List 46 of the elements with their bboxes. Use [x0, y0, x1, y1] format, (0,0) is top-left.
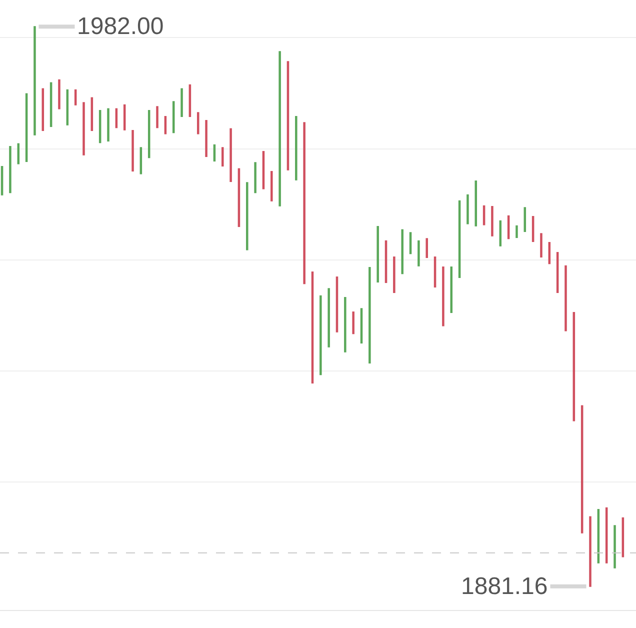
candlestick [328, 288, 330, 348]
candlestick [132, 130, 134, 172]
candlestick [418, 240, 420, 266]
candlestick [499, 220, 502, 246]
candlestick [491, 206, 494, 236]
candlestick [246, 182, 248, 250]
candlestick [221, 147, 224, 166]
candlestick [107, 108, 110, 142]
candlestick [482, 205, 486, 226]
candlestick [123, 104, 126, 130]
candlestick [303, 122, 306, 284]
candlestick [82, 102, 85, 156]
candlestick [401, 229, 404, 274]
candlestick [426, 238, 428, 258]
candlestick [450, 266, 452, 313]
candlestick [564, 265, 567, 332]
candlestick [196, 112, 200, 134]
candlestick [0, 166, 4, 196]
candlestick [164, 116, 167, 134]
candlestick [376, 226, 379, 282]
candlestick [589, 516, 592, 587]
candlestick [9, 146, 12, 194]
candlestick [344, 297, 346, 352]
annotation: 1881.16 [461, 573, 548, 600]
candlestick [34, 26, 36, 136]
candlestick [278, 51, 281, 206]
candlestick [614, 525, 616, 568]
candlestick [58, 79, 60, 110]
candlestick [156, 106, 158, 128]
candlestick [442, 266, 444, 326]
candlestick [393, 256, 396, 294]
candlestick [295, 116, 298, 180]
annotation: 1982.00 [77, 13, 164, 40]
candlestick [205, 120, 208, 158]
candlestick [180, 88, 183, 118]
candlestick [320, 295, 322, 376]
candlestick [516, 225, 518, 238]
candlestick [230, 128, 232, 182]
candlestick [524, 207, 526, 232]
candlestick [270, 171, 273, 202]
candlestick [74, 89, 77, 106]
candlestick [540, 233, 542, 258]
candlestick [254, 162, 256, 194]
candlestick [368, 267, 371, 364]
candlestick [466, 194, 469, 224]
candlestick [352, 311, 354, 334]
